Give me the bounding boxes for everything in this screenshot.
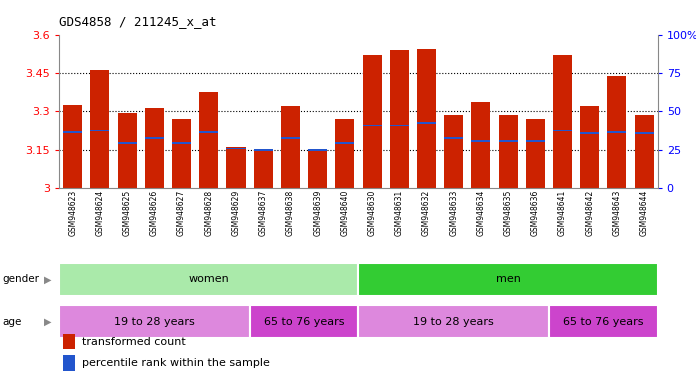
Text: transformed count: transformed count (82, 337, 186, 347)
Bar (335, 142, 354, 144)
Bar (525, 119, 545, 188)
Text: men: men (496, 274, 521, 285)
Bar (444, 115, 464, 188)
Bar (635, 115, 654, 188)
Bar (226, 147, 246, 188)
Bar (59, 305, 250, 338)
Bar (471, 103, 491, 188)
Text: ▶: ▶ (44, 274, 52, 285)
Bar (390, 124, 409, 126)
Bar (118, 142, 136, 144)
Bar (172, 142, 191, 144)
Bar (358, 305, 549, 338)
Bar (363, 124, 381, 126)
Text: 65 to 76 years: 65 to 76 years (264, 316, 345, 327)
Bar (549, 305, 658, 338)
Bar (253, 151, 273, 188)
Bar (118, 113, 136, 188)
Bar (608, 76, 626, 188)
Bar (63, 131, 82, 133)
Text: women: women (189, 274, 229, 285)
Bar (199, 92, 219, 188)
Bar (525, 140, 545, 142)
Bar (358, 263, 658, 296)
Bar (335, 119, 354, 188)
Text: ▶: ▶ (44, 316, 52, 327)
Bar (390, 50, 409, 188)
Bar (471, 140, 491, 142)
Text: GDS4858 / 211245_x_at: GDS4858 / 211245_x_at (59, 15, 216, 28)
Bar (417, 49, 436, 188)
Text: 19 to 28 years: 19 to 28 years (413, 316, 494, 327)
Bar (417, 122, 436, 124)
Bar (281, 137, 300, 139)
Bar (281, 106, 300, 188)
Bar (308, 151, 327, 188)
Bar (580, 132, 599, 134)
Bar (635, 132, 654, 134)
Bar (580, 106, 599, 188)
Text: gender: gender (2, 274, 39, 285)
Bar (498, 115, 518, 188)
Bar (553, 55, 572, 188)
Text: 19 to 28 years: 19 to 28 years (114, 316, 195, 327)
Bar (553, 130, 572, 131)
Bar (444, 137, 464, 139)
Bar (363, 55, 381, 188)
Bar (90, 70, 109, 188)
Bar (199, 131, 219, 133)
Bar (59, 263, 358, 296)
Bar (226, 147, 246, 149)
Text: percentile rank within the sample: percentile rank within the sample (82, 358, 270, 368)
Bar (250, 305, 358, 338)
Bar (308, 149, 327, 151)
Bar (172, 119, 191, 188)
Bar (145, 108, 164, 188)
Bar (145, 137, 164, 139)
Bar (90, 130, 109, 131)
Bar (608, 131, 626, 133)
Bar (498, 140, 518, 142)
Text: 65 to 76 years: 65 to 76 years (563, 316, 644, 327)
Bar (253, 149, 273, 151)
Bar (63, 105, 82, 188)
Text: age: age (2, 316, 22, 327)
